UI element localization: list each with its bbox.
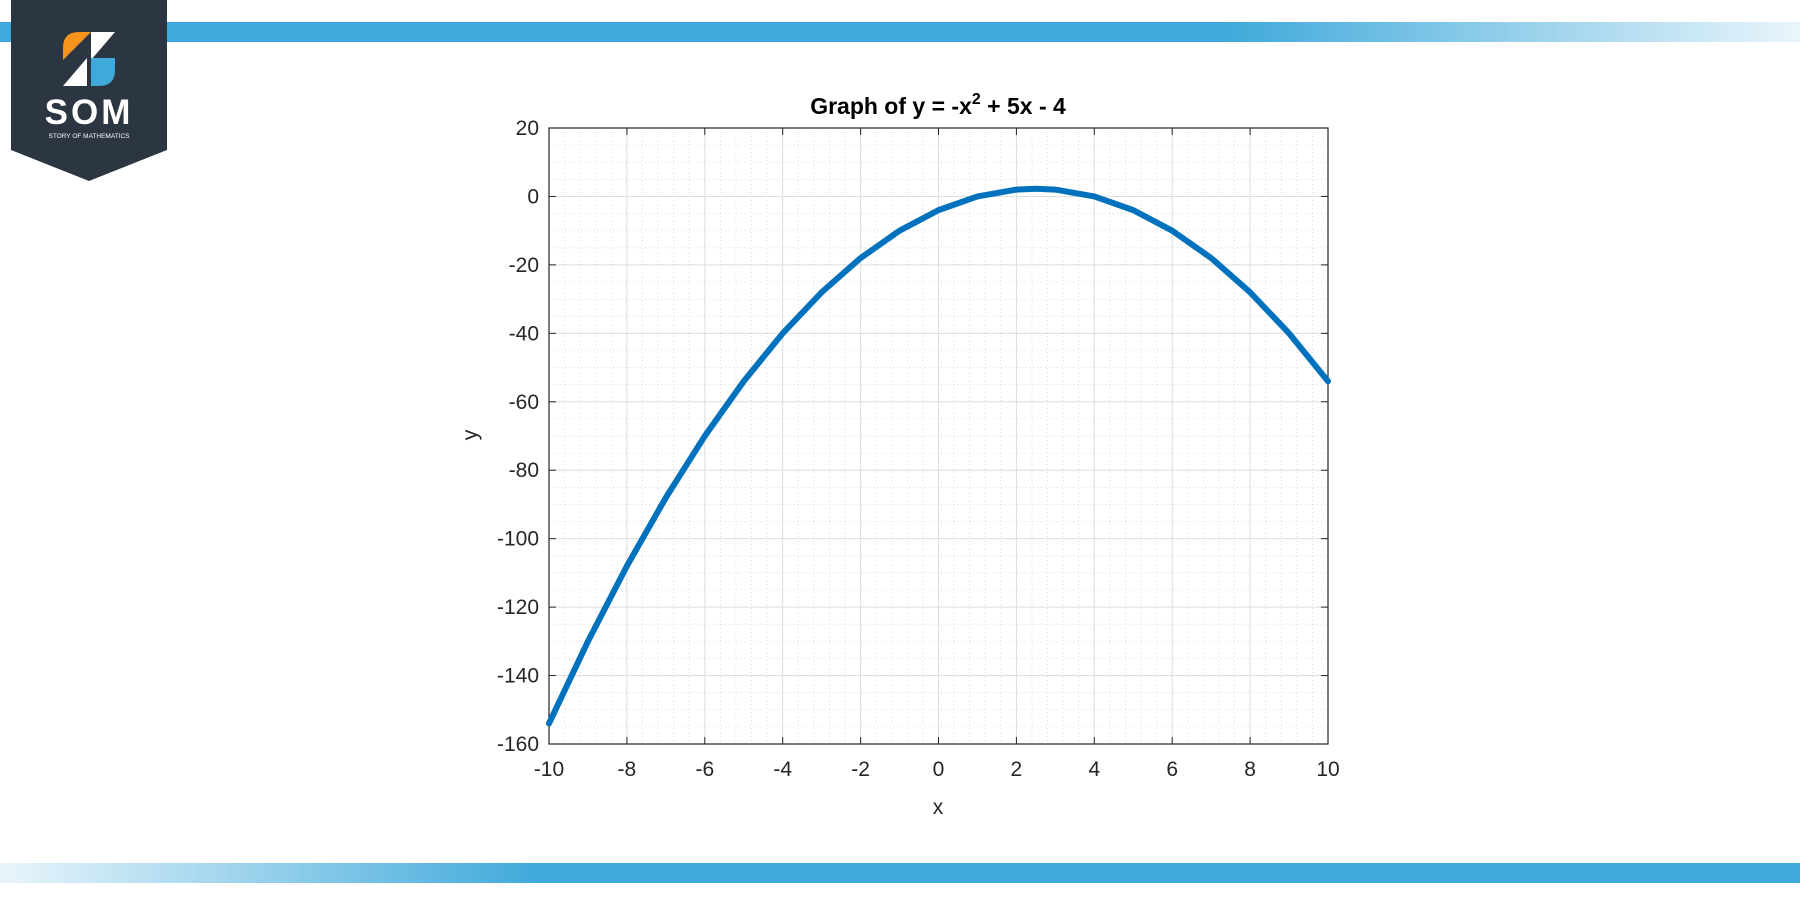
x-tick-label: 10 [1316, 758, 1339, 781]
y-tick-label: -140 [497, 665, 539, 688]
plot-area: -10 -8 -6 -4 -2 0 2 4 6 8 10200-20-40-60-80-100-12… [497, 117, 1340, 781]
x-tick-label: -10 [534, 758, 564, 781]
x-tick-label: 4 [1088, 758, 1100, 781]
logo-mark-icon [63, 32, 115, 86]
axes-box [548, 127, 1329, 745]
y-axis-label: y [459, 429, 482, 440]
x-axis-label: x [933, 796, 944, 819]
y-tick-label: -80 [509, 459, 539, 482]
y-tick-label: 0 [527, 185, 539, 208]
som-logo: SOM STORY OF MATHEMATICS [11, 0, 167, 181]
y-tick-label: -20 [509, 254, 539, 277]
y-tick-label: -60 [509, 391, 539, 414]
x-tick-label: -2 [851, 758, 870, 781]
y-tick-label: -100 [497, 528, 539, 551]
x-tick-label: 8 [1244, 758, 1256, 781]
x-tick-label: -4 [773, 758, 792, 781]
x-tick-label: 6 [1166, 758, 1178, 781]
x-tick-label: 0 [933, 758, 945, 781]
bottom-decorative-band [0, 863, 1800, 883]
y-tick-label: 20 [516, 117, 539, 140]
x-tick-label: 2 [1011, 758, 1023, 781]
y-tick-label: -120 [497, 596, 539, 619]
logo-wordmark: SOM [45, 93, 134, 132]
y-tick-label: -40 [509, 322, 539, 345]
series-line [546, 185, 1331, 727]
chart-title-superscript: 2 [972, 91, 981, 108]
x-tick-label: -6 [695, 758, 714, 781]
chart-title-rest: + 5x - 4 [981, 93, 1066, 119]
chart-title-main: Graph of y = -x [810, 93, 972, 119]
x-tick-label: -8 [618, 758, 637, 781]
chart-title: Graph of y = -x2 + 5x - 4 [810, 91, 1066, 119]
y-tick-label: -160 [497, 733, 539, 756]
top-decorative-band [0, 22, 1800, 42]
logo-tagline: STORY OF MATHEMATICS [48, 133, 130, 140]
logo-badge [11, 0, 167, 181]
